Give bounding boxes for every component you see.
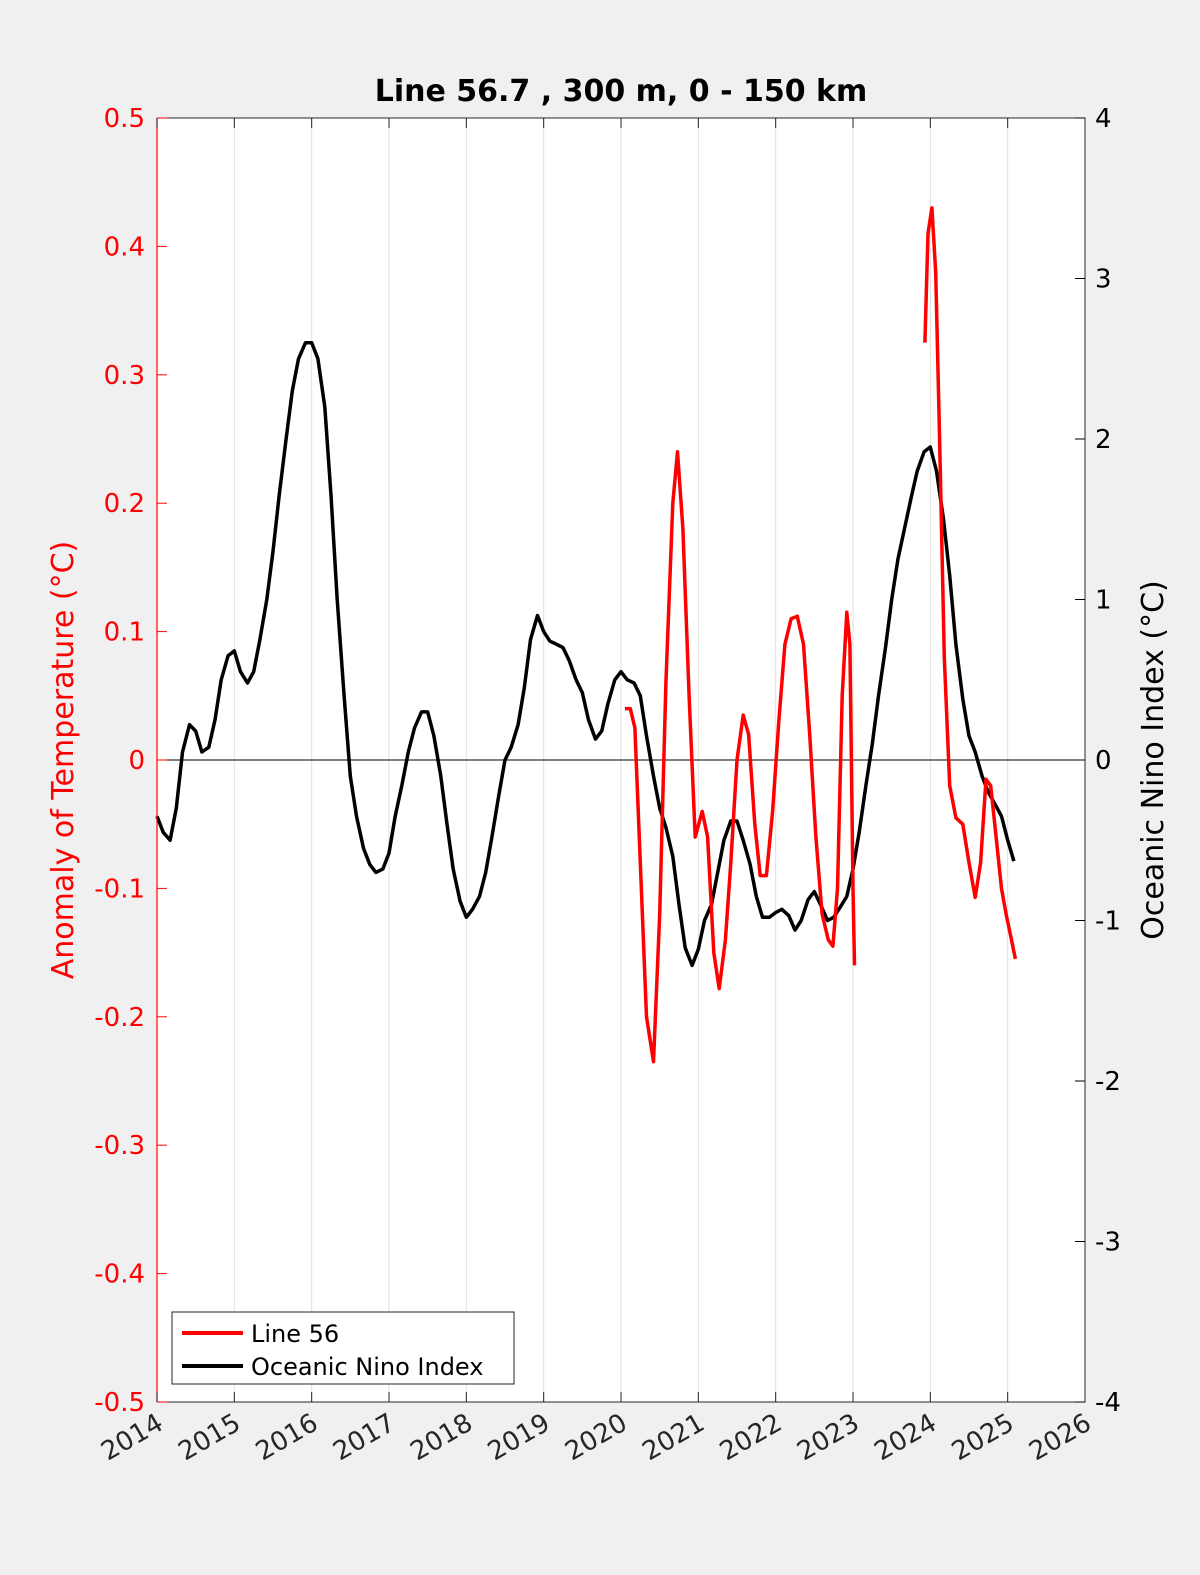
- series-line-oceanic-nino-index: [155, 340, 1016, 968]
- right-tick-label-1: 1: [1095, 586, 1112, 616]
- right-tick-label--2: -2: [1095, 1067, 1121, 1097]
- left-tick-label-0: 0: [128, 746, 145, 776]
- right-axis-label: Oceanic Nino Index (°C): [1136, 580, 1171, 940]
- left-tick-label-0.5: 0.5: [104, 104, 145, 134]
- right-tick-label--1: -1: [1095, 907, 1121, 937]
- legend: Line 56 Oceanic Nino Index: [171, 1311, 515, 1385]
- legend-label-oni: Oceanic Nino Index: [251, 1353, 483, 1381]
- chart-title: Line 56.7 , 300 m, 0 - 150 km: [375, 74, 868, 109]
- right-tick-label-2: 2: [1095, 425, 1112, 455]
- left-tick-label--0.5: -0.5: [94, 1388, 145, 1418]
- series-line-line-56-segment-2: [923, 206, 1018, 960]
- right-tick-label-3: 3: [1095, 265, 1112, 295]
- right-axis: 4 3 2 1 0 -1 -2 -3 -4: [1075, 104, 1121, 1418]
- left-tick-label-0.2: 0.2: [104, 489, 145, 519]
- series-layer: [155, 206, 1018, 1064]
- left-tick-label-0.3: 0.3: [104, 361, 145, 391]
- legend-label-line-56: Line 56: [251, 1320, 339, 1348]
- left-tick-label--0.3: -0.3: [94, 1131, 145, 1161]
- right-tick-label-0: 0: [1095, 746, 1112, 776]
- legend-box: [171, 1311, 515, 1385]
- left-tick-label-0.4: 0.4: [104, 232, 145, 262]
- left-tick-label--0.2: -0.2: [94, 1003, 145, 1033]
- right-tick-label-4: 4: [1095, 104, 1112, 134]
- left-axis-label: Anomaly of Temperature (°C): [46, 541, 81, 980]
- left-tick-label-0.1: 0.1: [104, 618, 145, 648]
- left-tick-label--0.4: -0.4: [94, 1260, 145, 1290]
- series-line-line-56-segment-1: [624, 450, 857, 1064]
- right-tick-label--3: -3: [1095, 1228, 1121, 1258]
- left-tick-label--0.1: -0.1: [94, 874, 145, 904]
- left-axis: 0.5 0.4 0.3 0.2 0.1 0 -0.1 -0.2 -0.3 -0.4 -0.5: [94, 104, 167, 1418]
- right-tick-label--4: -4: [1095, 1388, 1121, 1418]
